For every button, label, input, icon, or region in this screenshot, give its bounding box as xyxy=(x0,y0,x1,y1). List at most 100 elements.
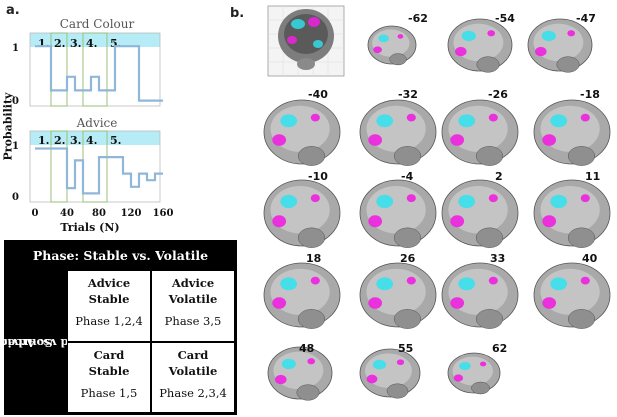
activation-magenta xyxy=(373,46,382,54)
cell-line3: Phase 3,5 xyxy=(164,314,222,328)
advice-ytick-0: 0 xyxy=(12,192,19,203)
card-ytick-0: 0 xyxy=(12,96,19,107)
activation-magenta xyxy=(406,276,416,285)
activation-cyan xyxy=(458,277,476,291)
advice-probability-line xyxy=(35,147,163,195)
slice-label: -26 xyxy=(488,88,508,101)
slice-label: 48 xyxy=(299,342,314,355)
activation-cyan xyxy=(378,34,389,43)
phase-box xyxy=(82,32,108,107)
table-header: Phase: Stable vs. Volatile xyxy=(32,247,209,263)
slice-label: 33 xyxy=(490,252,505,265)
brain-slice: -32 xyxy=(359,88,437,166)
activation-magenta xyxy=(455,46,467,57)
panel-a-label: a. xyxy=(6,3,20,18)
activation-magenta xyxy=(310,113,320,122)
activation-magenta xyxy=(450,134,465,146)
activation-magenta xyxy=(567,30,576,37)
brain-slice: 40 xyxy=(533,252,611,329)
slice-label: -54 xyxy=(495,12,515,25)
brain-slice: -26 xyxy=(441,88,519,166)
x-axis-label: Trials (N) xyxy=(60,221,119,234)
slice-label: 40 xyxy=(582,252,598,265)
slice-label: 55 xyxy=(398,342,413,355)
advice-title: Advice xyxy=(76,116,118,130)
activation-magenta xyxy=(488,113,498,122)
brain-slice: 26 xyxy=(359,252,437,329)
activation-magenta xyxy=(272,297,287,309)
brain-slice: -10 xyxy=(263,170,341,248)
activation-cyan xyxy=(280,194,298,209)
slice-label: -18 xyxy=(580,88,600,101)
activation-magenta xyxy=(542,134,557,146)
activation-cyan xyxy=(280,114,298,128)
cell-line1: Advice xyxy=(87,276,131,290)
activation-cyan xyxy=(550,277,568,291)
card-high-band xyxy=(30,33,160,47)
activation-magenta xyxy=(542,297,557,309)
slice-label: -62 xyxy=(408,12,428,25)
card-probability-line xyxy=(35,45,163,102)
phase-label: 4. xyxy=(86,37,97,50)
cell-line2: Volatile xyxy=(168,292,218,306)
phase-label: 5. xyxy=(110,37,121,50)
activation-magenta xyxy=(272,215,287,228)
activation-cyan xyxy=(550,194,568,209)
phase-label: 2. xyxy=(54,134,65,147)
activation-magenta xyxy=(580,113,590,122)
brain-slice: 18 xyxy=(263,252,341,329)
activation-magenta xyxy=(450,215,465,228)
brain-slice: 33 xyxy=(441,252,519,329)
brain-slice: -62 xyxy=(367,12,428,66)
brain-slice: -47 xyxy=(527,12,596,73)
cell-line3: Phase 2,3,4 xyxy=(159,386,227,400)
activation-magenta xyxy=(396,359,405,366)
slice-label: 2 xyxy=(495,170,503,183)
activation-cyan xyxy=(281,358,296,370)
cell-line1: Advice xyxy=(171,276,215,290)
x-tick-label: 40 xyxy=(60,208,74,219)
activation-magenta xyxy=(580,194,590,203)
activation-cyan xyxy=(376,194,394,209)
activation-magenta xyxy=(479,361,487,367)
activation-magenta xyxy=(310,194,320,203)
activation-magenta xyxy=(368,297,383,309)
probability-schedule-charts: Card Colour 1 0 1. 2. 3. 4. 5. Advice 1 0 1.… xyxy=(12,17,173,234)
activation-magenta xyxy=(580,276,590,285)
phase-label: 3. xyxy=(70,134,81,147)
activation-magenta xyxy=(542,215,557,228)
cell-advice-stable: Advice Stable Phase 1,2,4 xyxy=(67,270,151,342)
activation-magenta xyxy=(368,134,383,146)
phase-table: Phase: Stable vs. Volatile Source: Card v… xyxy=(0,240,237,415)
cell-line1: Card xyxy=(177,348,209,362)
x-tick-label: 160 xyxy=(153,208,174,219)
slice-label: 11 xyxy=(585,170,600,183)
activation-magenta xyxy=(272,134,287,146)
phase-label: 1. xyxy=(38,37,49,50)
cell-line2: Volatile xyxy=(168,364,218,378)
cell-line1: Card xyxy=(93,348,125,362)
advice-chart: Advice 1 0 1. 2. 3. 4. 5. 0 40 80 120 160 Trials… xyxy=(12,116,173,234)
slice-label: -40 xyxy=(308,88,328,101)
slice-label: -10 xyxy=(308,170,328,183)
card-ytick-1: 1 xyxy=(12,43,19,54)
activation-magenta xyxy=(275,374,287,385)
cell-card-stable: Card Stable Phase 1,5 xyxy=(67,342,151,413)
phase-label: 3. xyxy=(70,37,81,50)
activation-magenta xyxy=(397,34,404,39)
activation-magenta xyxy=(487,30,496,37)
slice-label: -32 xyxy=(398,88,418,101)
x-tick-label: 80 xyxy=(92,208,106,219)
cell-card-volatile: Card Volatile Phase 2,3,4 xyxy=(151,342,235,413)
activation-magenta xyxy=(406,194,416,203)
panel-b-label: b. xyxy=(230,6,245,21)
brain-slice: -54 xyxy=(447,12,515,73)
brain-slice: -4 xyxy=(359,170,437,248)
advice-ytick-1: 1 xyxy=(12,141,19,152)
activation-magenta xyxy=(488,194,498,203)
activation-cyan xyxy=(280,277,298,291)
card-title: Card Colour xyxy=(60,17,135,31)
card-colour-chart: Card Colour 1 0 1. 2. 3. 4. 5. xyxy=(12,17,163,107)
slice-label: -4 xyxy=(401,170,414,183)
